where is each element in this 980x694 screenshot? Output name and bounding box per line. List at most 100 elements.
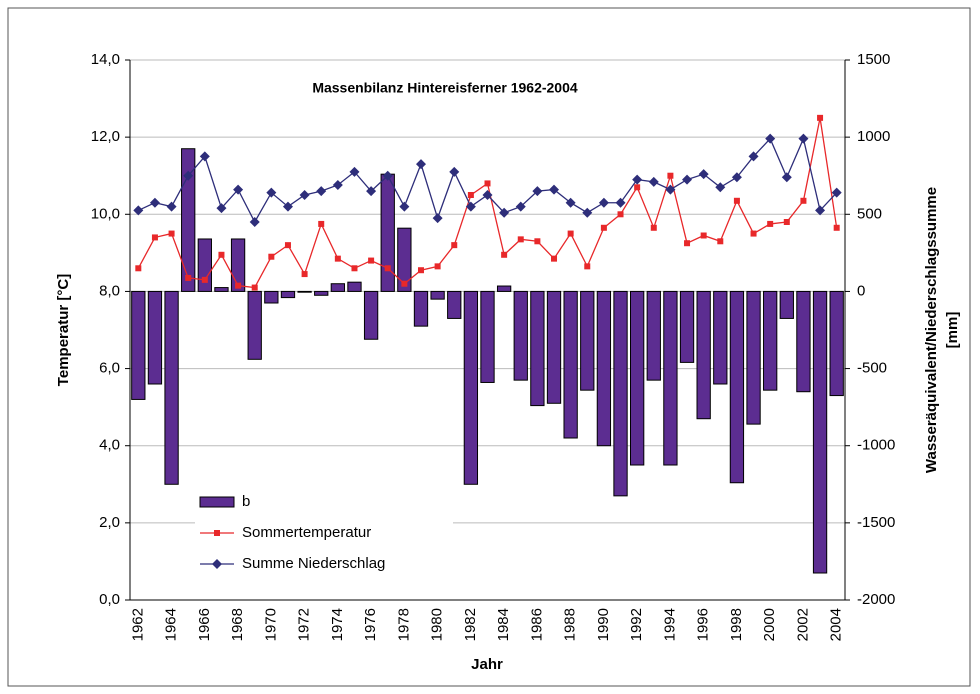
marker	[565, 197, 576, 208]
marker	[632, 174, 643, 185]
marker	[401, 280, 408, 287]
bar	[413, 290, 429, 327]
marker	[798, 133, 809, 144]
y-tick-label: 8,0	[99, 282, 120, 299]
marker	[301, 271, 308, 278]
bar	[280, 290, 296, 299]
marker	[831, 187, 842, 198]
marker	[549, 184, 560, 195]
x-tick-label: 1970	[262, 608, 279, 641]
marker	[316, 186, 327, 197]
bar	[247, 290, 262, 360]
x-tick-label: 2004	[828, 608, 845, 641]
bar	[447, 290, 462, 319]
marker	[149, 197, 160, 208]
bar	[796, 290, 811, 393]
marker	[715, 182, 726, 193]
marker	[168, 230, 175, 237]
marker	[216, 203, 227, 214]
bar	[580, 290, 595, 391]
bar	[746, 290, 761, 425]
bar	[729, 290, 745, 484]
marker	[417, 267, 424, 274]
marker	[767, 220, 774, 227]
y2-axis-title: Wasseräquivalent/Niederschlagssumme	[923, 187, 940, 473]
bar	[264, 290, 279, 304]
marker	[482, 190, 493, 200]
legend-label: b	[242, 493, 250, 510]
x-tick-label: 1964	[163, 608, 180, 641]
marker	[351, 265, 358, 272]
marker	[781, 172, 792, 183]
marker	[299, 190, 310, 200]
marker	[199, 151, 210, 162]
bar	[297, 290, 312, 293]
marker	[382, 170, 393, 181]
x-tick-label: 1996	[695, 608, 712, 641]
marker	[284, 242, 291, 249]
marker	[501, 251, 508, 258]
marker	[815, 205, 826, 216]
bar	[164, 290, 179, 485]
marker	[432, 213, 443, 224]
marker	[218, 251, 225, 258]
marker	[665, 184, 676, 195]
legend-label: Summe Niederschlag	[242, 555, 385, 572]
bar	[463, 290, 479, 485]
bar	[613, 290, 628, 497]
marker	[434, 263, 441, 270]
x-tick-label: 1974	[329, 608, 346, 641]
marker	[465, 201, 476, 212]
bar	[513, 290, 528, 381]
marker	[617, 211, 624, 218]
bar	[480, 290, 495, 383]
x-tick-label: 1992	[628, 608, 645, 641]
marker	[615, 197, 626, 208]
marker	[151, 234, 158, 241]
marker	[214, 530, 220, 536]
bar	[314, 290, 329, 296]
marker	[783, 219, 790, 225]
marker	[133, 205, 144, 216]
marker	[368, 257, 375, 264]
marker	[750, 230, 757, 237]
marker	[499, 207, 510, 218]
x-tick-label: 1968	[229, 608, 246, 641]
bar	[696, 290, 711, 420]
axes: 0,0 2,0 4,0 6,0 8,0 10,0 12,0 14,0 -2000 -1500 -10…	[91, 51, 896, 641]
legend-swatch	[199, 496, 235, 508]
marker	[251, 284, 258, 291]
y-tick-label: 4,0	[99, 437, 120, 454]
y-tick-label: 14,0	[91, 51, 120, 68]
marker	[817, 114, 824, 121]
marker	[684, 240, 691, 247]
marker	[731, 172, 742, 183]
marker	[235, 282, 242, 289]
bar	[347, 281, 362, 292]
bar	[763, 290, 778, 391]
bar	[181, 148, 196, 292]
bar	[363, 290, 379, 340]
y2-tick-label: -1000	[857, 437, 895, 454]
marker	[467, 192, 474, 198]
y2-tick-label: -2000	[857, 591, 895, 608]
y2-tick-label: -500	[857, 360, 887, 377]
bar	[380, 173, 395, 292]
y-tick-label: 6,0	[99, 360, 120, 377]
x-tick-label: 1966	[196, 608, 213, 641]
marker	[135, 265, 142, 272]
bar	[131, 290, 146, 400]
x-tick-label: 1990	[595, 608, 612, 641]
bar	[563, 290, 578, 439]
marker	[765, 133, 776, 144]
marker	[700, 232, 707, 239]
bar	[147, 290, 163, 385]
bar	[197, 238, 212, 292]
y-tick-label: 0,0	[99, 591, 120, 608]
y2-tick-label: -1500	[857, 514, 895, 531]
marker	[682, 174, 693, 185]
marker	[515, 201, 526, 212]
marker	[532, 186, 543, 197]
bar	[713, 290, 728, 385]
